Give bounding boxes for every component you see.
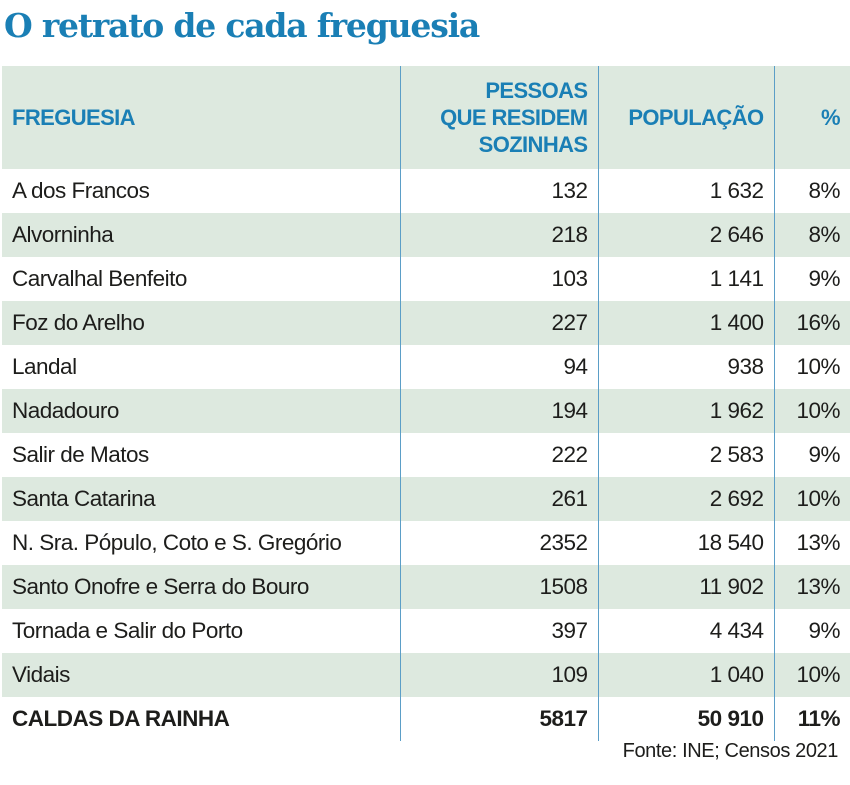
cell-freguesia: Santa Catarina xyxy=(2,477,401,521)
cell-populacao: 1 962 xyxy=(598,389,775,433)
cell-freguesia: Carvalhal Benfeito xyxy=(2,257,401,301)
cell-freguesia: Tornada e Salir do Porto xyxy=(2,609,401,653)
cell-freguesia: A dos Francos xyxy=(2,169,401,213)
cell-freguesia: Vidais xyxy=(2,653,401,697)
table-row: Nadadouro 194 1 962 10% xyxy=(2,389,850,433)
header-pessoas-line-1: PESSOAS xyxy=(485,78,588,103)
header-freguesia-label: FREGUESIA xyxy=(12,105,136,130)
cell-percent: 11% xyxy=(797,706,841,731)
cell-percent: 10% xyxy=(774,477,850,521)
table-row: Foz do Arelho 227 1 400 16% xyxy=(2,301,850,345)
header-percent: % xyxy=(774,66,850,169)
table-row-total: CALDAS DA RAINHA 5817 50 910 11% xyxy=(2,697,850,741)
cell-pessoas-sozinhas: 227 xyxy=(400,301,599,345)
cell-populacao: 1 141 xyxy=(598,257,775,301)
table-body: A dos Francos 132 1 632 8% Alvorninha 218 2 64… xyxy=(2,169,850,741)
cell-freguesia: Foz do Arelho xyxy=(2,301,401,345)
table-row: N. Sra. Pópulo, Coto e S. Gregório 2352 18… xyxy=(2,521,850,565)
cell-populacao: 11 902 xyxy=(598,565,775,609)
header-pessoas-sozinhas: PESSOAS QUE RESIDEM SOZINHAS xyxy=(400,66,599,169)
cell-percent: 9% xyxy=(808,266,840,291)
header-populacao-label: POPULAÇÃO xyxy=(628,105,764,130)
freguesia-table: FREGUESIA PESSOAS QUE RESIDEM SOZINHAS P… xyxy=(2,66,850,741)
cell-freguesia: N. Sra. Pópulo, Coto e S. Gregório xyxy=(2,521,401,565)
table-row: A dos Francos 132 1 632 8% xyxy=(2,169,850,213)
cell-percent: 8% xyxy=(808,178,840,203)
cell-percent: 9% xyxy=(808,442,840,467)
cell-pessoas-sozinhas: 109 xyxy=(400,653,599,697)
page-title: O retrato de cada freguesia xyxy=(4,6,480,45)
cell-freguesia: Landal xyxy=(2,345,401,389)
cell-pessoas-sozinhas: 1508 xyxy=(400,565,599,609)
table-row: Tornada e Salir do Porto 397 4 434 9% xyxy=(2,609,850,653)
cell-populacao: 2 692 xyxy=(598,477,775,521)
cell-populacao: 18 540 xyxy=(598,521,775,565)
table-row: Salir de Matos 222 2 583 9% xyxy=(2,433,850,477)
cell-freguesia: Nadadouro xyxy=(2,389,401,433)
header-freguesia: FREGUESIA xyxy=(2,66,401,169)
cell-populacao: 938 xyxy=(598,345,775,389)
cell-populacao: 1 040 xyxy=(598,653,775,697)
cell-pessoas-sozinhas: 103 xyxy=(400,257,599,301)
cell-pessoas-sozinhas: 397 xyxy=(400,609,599,653)
cell-pessoas-sozinhas: 218 xyxy=(400,213,599,257)
cell-freguesia: Santo Onofre e Serra do Bouro xyxy=(2,565,401,609)
cell-populacao: 2 646 xyxy=(598,213,775,257)
cell-percent: 10% xyxy=(774,653,850,697)
header-populacao: POPULAÇÃO xyxy=(598,66,775,169)
cell-percent: 16% xyxy=(774,301,850,345)
table-row: Santa Catarina 261 2 692 10% xyxy=(2,477,850,521)
header-pessoas-line-2: QUE RESIDEM xyxy=(440,105,588,130)
cell-freguesia: CALDAS DA RAINHA xyxy=(2,697,401,741)
cell-percent: 9% xyxy=(808,618,840,643)
header-row: FREGUESIA PESSOAS QUE RESIDEM SOZINHAS P… xyxy=(2,66,850,169)
source-note: Fonte: INE; Censos 2021 xyxy=(622,740,839,762)
cell-pessoas-sozinhas: 194 xyxy=(400,389,599,433)
cell-percent: 10% xyxy=(796,354,840,379)
cell-pessoas-sozinhas: 94 xyxy=(400,345,599,389)
cell-populacao: 2 583 xyxy=(598,433,775,477)
header-pessoas-line-3: SOZINHAS xyxy=(478,132,588,157)
cell-pessoas-sozinhas: 2352 xyxy=(400,521,599,565)
cell-pessoas-sozinhas: 261 xyxy=(400,477,599,521)
cell-pessoas-sozinhas: 5817 xyxy=(400,697,599,741)
cell-freguesia: Salir de Matos xyxy=(2,433,401,477)
cell-populacao: 50 910 xyxy=(598,697,775,741)
header-percent-label: % xyxy=(821,105,841,130)
cell-percent: 8% xyxy=(774,213,850,257)
cell-pessoas-sozinhas: 222 xyxy=(400,433,599,477)
table-row: Santo Onofre e Serra do Bouro 1508 11 902 1… xyxy=(2,565,850,609)
cell-pessoas-sozinhas: 132 xyxy=(400,169,599,213)
table-header: FREGUESIA PESSOAS QUE RESIDEM SOZINHAS P… xyxy=(2,66,850,169)
cell-percent: 10% xyxy=(774,389,850,433)
table-row: Landal 94 938 10% xyxy=(2,345,850,389)
cell-populacao: 4 434 xyxy=(598,609,775,653)
table-row: Vidais 109 1 040 10% xyxy=(2,653,850,697)
cell-populacao: 1 400 xyxy=(598,301,775,345)
table-row: Alvorninha 218 2 646 8% xyxy=(2,213,850,257)
cell-percent: 13% xyxy=(796,530,840,555)
cell-percent: 13% xyxy=(774,565,850,609)
table-row: Carvalhal Benfeito 103 1 141 9% xyxy=(2,257,850,301)
cell-freguesia: Alvorninha xyxy=(2,213,401,257)
cell-populacao: 1 632 xyxy=(598,169,775,213)
